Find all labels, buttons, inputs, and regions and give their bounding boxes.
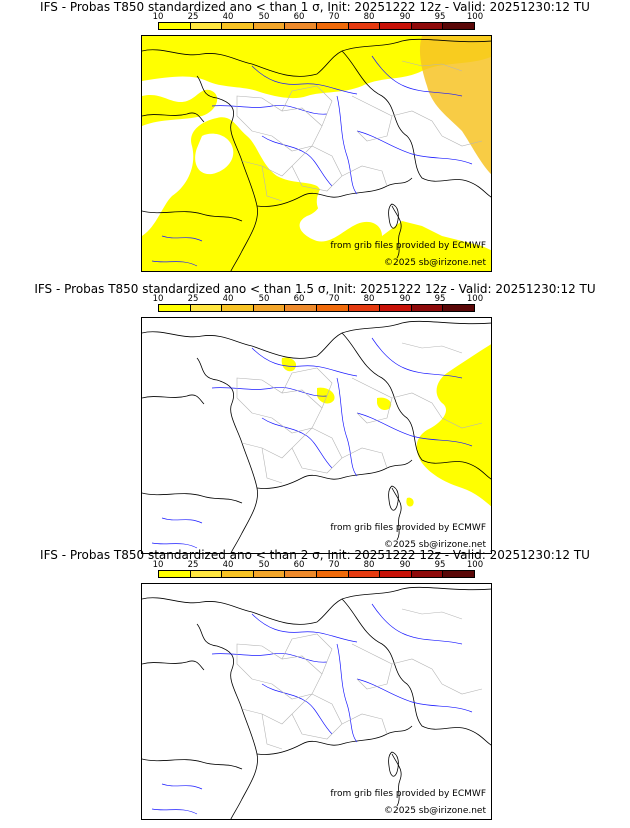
colorbar <box>158 304 475 312</box>
colorbar-tick: 60 <box>293 560 305 570</box>
colorbar-labels: 10 25 40 50 60 70 80 90 95 100 <box>153 12 484 22</box>
colorbar-tick: 100 <box>466 560 484 570</box>
colorbar-tick: 90 <box>399 560 411 570</box>
colorbar-tick: 70 <box>328 12 340 22</box>
probability-map: from grib files provided by ECMWF ©2025 … <box>141 583 492 820</box>
copyright-credit: ©2025 sb@irizone.net <box>384 540 486 550</box>
copyright-credit: ©2025 sb@irizone.net <box>384 258 486 268</box>
colorbar-swatch <box>348 571 381 577</box>
colorbar-swatch <box>159 23 191 29</box>
colorbar-tick: 50 <box>258 560 270 570</box>
colorbar-tick: 25 <box>187 560 199 570</box>
map-panel-1sigma: IFS - Probas T850 standardized ano < tha… <box>0 0 630 276</box>
panel-title: IFS - Probas T850 standardized ano < tha… <box>40 548 590 562</box>
colorbar-swatch <box>380 23 412 29</box>
colorbar-tick: 100 <box>466 294 484 304</box>
colorbar-swatch <box>348 23 381 29</box>
colorbar-swatch <box>222 305 254 311</box>
colorbar-tick: 80 <box>363 12 375 22</box>
map-panel-2sigma: IFS - Probas T850 standardized ano < tha… <box>0 548 630 824</box>
colorbar-swatch <box>348 305 381 311</box>
colorbar-tick: 70 <box>328 560 340 570</box>
colorbar-tick: 40 <box>222 560 234 570</box>
colorbar-tick: 60 <box>293 12 305 22</box>
colorbar-tick: 25 <box>187 294 199 304</box>
colorbar-swatch <box>253 305 286 311</box>
colorbar-swatch <box>316 23 349 29</box>
source-credit: from grib files provided by ECMWF <box>330 789 486 799</box>
colorbar-swatch <box>443 571 474 577</box>
colorbar-tick: 90 <box>399 294 411 304</box>
colorbar-swatch <box>411 571 444 577</box>
probability-map: from grib files provided by ECMWF ©2025 … <box>141 35 492 272</box>
colorbar-tick: 80 <box>363 294 375 304</box>
colorbar-labels: 10 25 40 50 60 70 80 90 95 100 <box>153 294 484 304</box>
colorbar-swatch <box>253 571 286 577</box>
colorbar-labels: 10 25 40 50 60 70 80 90 95 100 <box>153 560 484 570</box>
colorbar-swatch <box>443 305 474 311</box>
colorbar-tick: 95 <box>434 294 446 304</box>
colorbar-tick: 70 <box>328 294 340 304</box>
colorbar-swatch <box>159 571 191 577</box>
probability-map: from grib files provided by ECMWF ©2025 … <box>141 317 492 554</box>
colorbar-swatch <box>380 571 412 577</box>
colorbar-swatch <box>222 23 254 29</box>
colorbar-swatch <box>253 23 286 29</box>
colorbar-swatch <box>222 571 254 577</box>
panel-title: IFS - Probas T850 standardized ano < tha… <box>40 0 590 14</box>
colorbar-swatch <box>316 571 349 577</box>
colorbar-tick: 10 <box>152 12 164 22</box>
source-credit: from grib files provided by ECMWF <box>330 523 486 533</box>
colorbar-swatch <box>285 305 317 311</box>
colorbar-swatch <box>411 305 444 311</box>
colorbar-tick: 10 <box>152 560 164 570</box>
colorbar-swatch <box>190 571 223 577</box>
colorbar-swatch <box>285 23 317 29</box>
colorbar-swatch <box>285 571 317 577</box>
colorbar-tick: 100 <box>466 12 484 22</box>
colorbar-swatch <box>159 305 191 311</box>
colorbar-swatch <box>316 305 349 311</box>
colorbar <box>158 570 475 578</box>
colorbar-tick: 10 <box>152 294 164 304</box>
copyright-credit: ©2025 sb@irizone.net <box>384 806 486 816</box>
colorbar-swatch <box>443 23 474 29</box>
colorbar-swatch <box>380 305 412 311</box>
probability-area <box>142 36 491 271</box>
colorbar-swatch <box>190 23 223 29</box>
map-panel-1-5sigma: IFS - Probas T850 standardized ano < tha… <box>0 282 630 558</box>
colorbar-tick: 25 <box>187 12 199 22</box>
colorbar-tick: 60 <box>293 294 305 304</box>
colorbar-swatch <box>411 23 444 29</box>
colorbar <box>158 22 475 30</box>
colorbar-tick: 50 <box>258 294 270 304</box>
panel-title: IFS - Probas T850 standardized ano < tha… <box>34 282 596 296</box>
colorbar-tick: 50 <box>258 12 270 22</box>
source-credit: from grib files provided by ECMWF <box>330 241 486 251</box>
colorbar-tick: 95 <box>434 560 446 570</box>
colorbar-tick: 90 <box>399 12 411 22</box>
colorbar-tick: 40 <box>222 294 234 304</box>
colorbar-tick: 80 <box>363 560 375 570</box>
colorbar-tick: 40 <box>222 12 234 22</box>
colorbar-swatch <box>190 305 223 311</box>
colorbar-tick: 95 <box>434 12 446 22</box>
probability-area <box>416 344 491 507</box>
